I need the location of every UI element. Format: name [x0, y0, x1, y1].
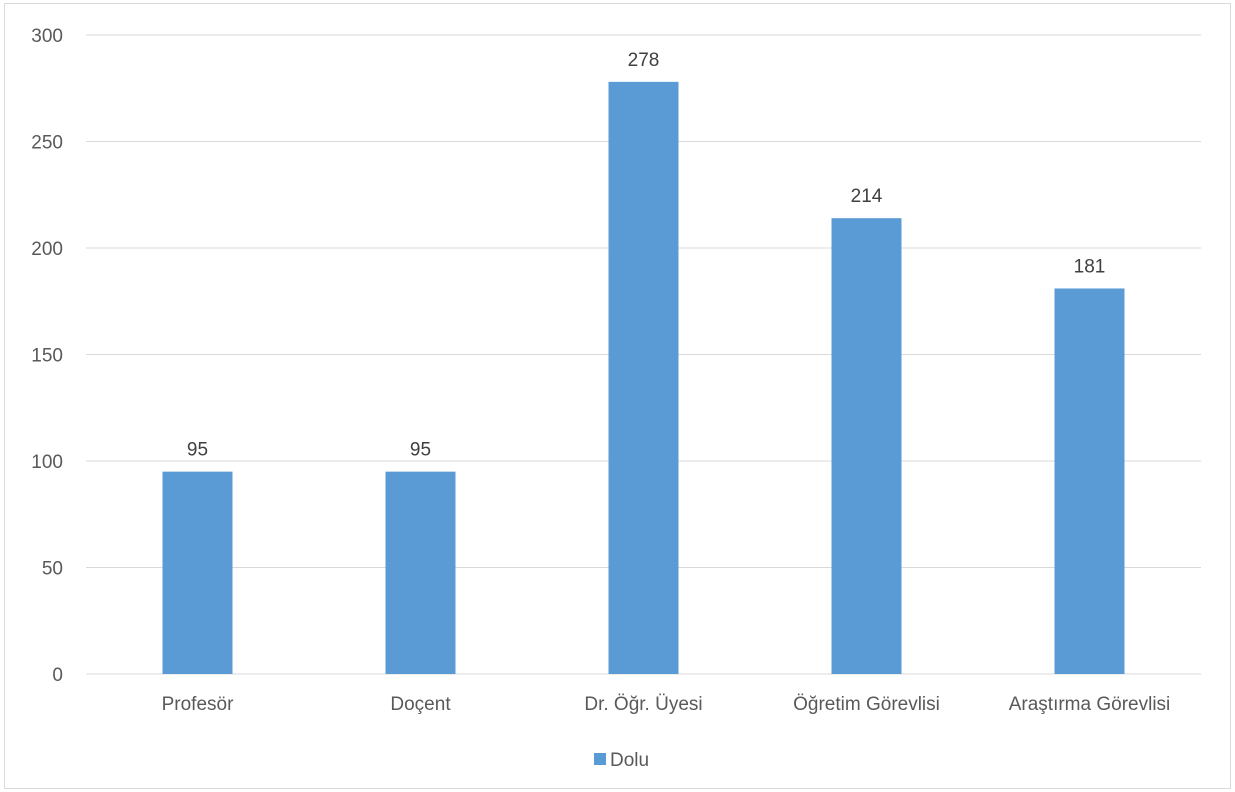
bars	[162, 81, 1125, 675]
data-label: 214	[851, 186, 883, 207]
bar	[831, 218, 902, 674]
legend-label-dolu: Dolu	[610, 750, 649, 771]
data-label: 278	[628, 50, 660, 71]
y-axis-ticks: 0 50 100 150 200 250 300	[31, 26, 63, 686]
legend-swatch-dolu	[594, 753, 606, 765]
data-label: 181	[1074, 256, 1106, 277]
bar	[608, 81, 679, 675]
y-tick-label: 50	[42, 559, 63, 580]
x-tick-label: Dr. Öğr. Üyesi	[584, 694, 702, 715]
x-axis-ticks: Profesör Doçent Dr. Öğr. Üyesi Öğretim Göre…	[162, 694, 1171, 715]
x-tick-label: Araştırma Görevlisi	[1009, 694, 1171, 715]
x-tick-label: Doçent	[390, 694, 451, 715]
y-tick-label: 0	[52, 665, 63, 686]
x-tick-label: Profesör	[162, 694, 234, 715]
x-tick-label: Öğretim Görevlisi	[793, 694, 940, 715]
bar	[162, 471, 233, 674]
data-label: 95	[410, 440, 431, 461]
bar	[1054, 288, 1125, 674]
bar	[385, 471, 456, 674]
y-tick-label: 250	[31, 133, 63, 154]
y-tick-label: 300	[31, 26, 63, 47]
chart-frame: 0 50 100 150 200 250 300 95 95 278 214 181 Profesö…	[4, 3, 1231, 789]
data-label: 95	[187, 440, 208, 461]
y-tick-label: 100	[31, 452, 63, 473]
legend: Dolu	[594, 750, 649, 771]
data-labels: 95 95 278 214 181	[187, 50, 1105, 461]
bar-chart: 0 50 100 150 200 250 300 95 95 278 214 181 Profesö…	[31, 26, 1201, 771]
y-tick-label: 200	[31, 239, 63, 260]
y-tick-label: 150	[31, 346, 63, 367]
